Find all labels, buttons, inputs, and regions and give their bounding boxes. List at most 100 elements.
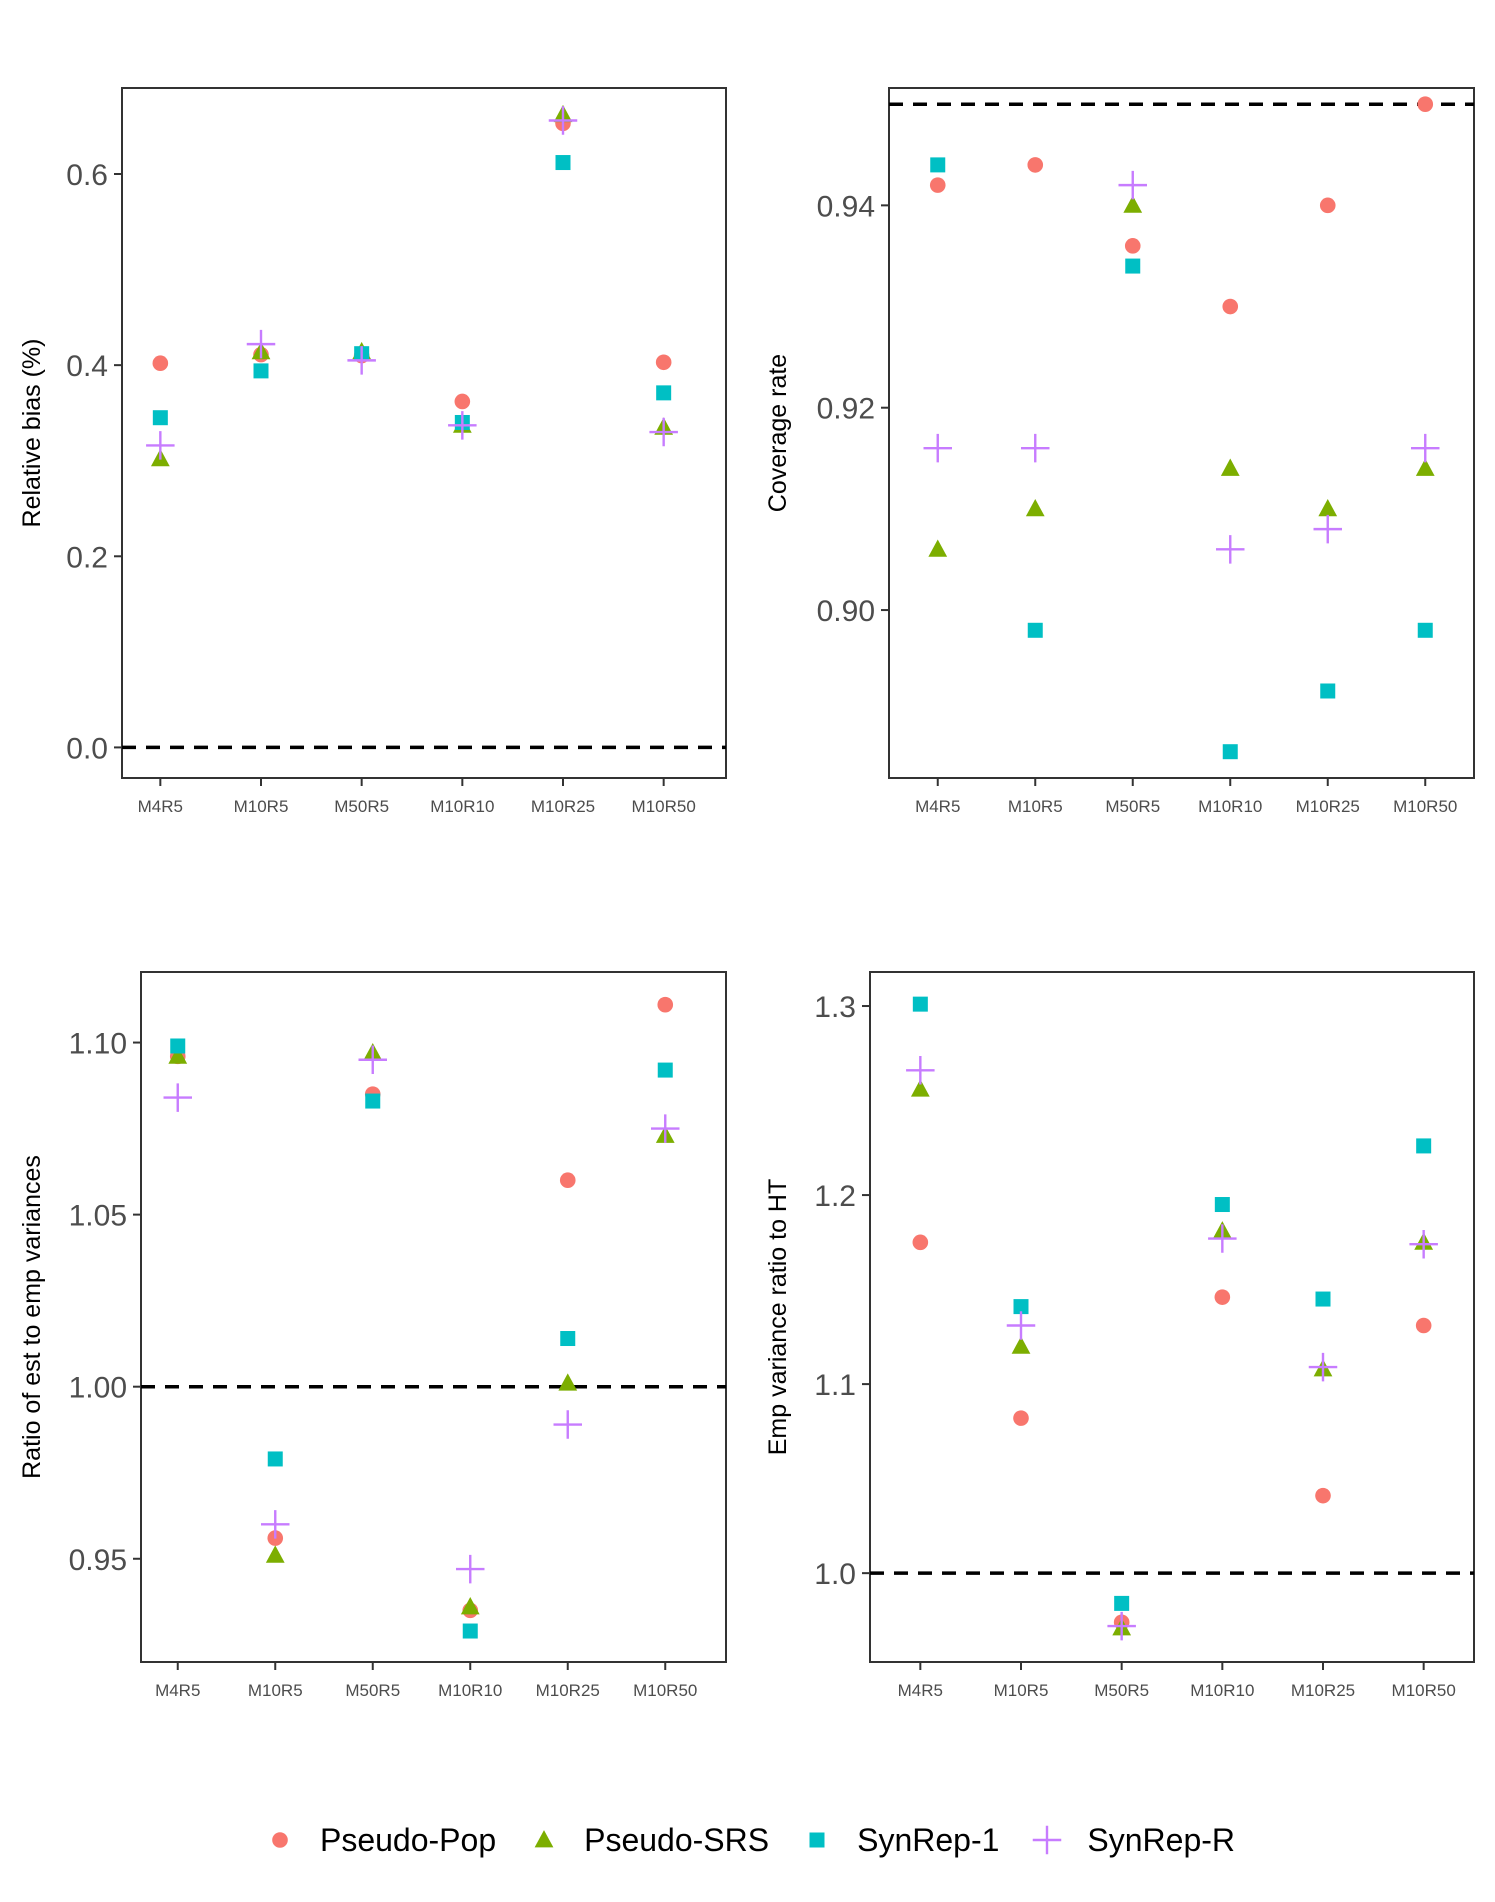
legend-marker-synrep-r	[1033, 1825, 1062, 1855]
y-tick-label: 0.0	[66, 732, 108, 765]
legend: Pseudo-Pop Pseudo-SRS SynRep-1 SynRep-R	[0, 1808, 1495, 1872]
y-tick-label: 0.90	[817, 595, 875, 628]
point-pseudo-pop-m10r50	[1417, 96, 1434, 112]
point-synrep-1-m50r5	[1114, 1595, 1130, 1611]
legend-item-pseudo-srs: Pseudo-SRS	[524, 1820, 769, 1860]
point-synrep-r-m10r50	[1411, 433, 1440, 463]
y-axis-title: Ratio of est to emp variances	[18, 1155, 46, 1479]
x-tick-label-m10r10: M10R10	[430, 797, 494, 816]
point-synrep-1-m10r5	[1013, 1299, 1029, 1315]
point-synrep-1-m4r5	[930, 157, 946, 173]
legend-item-pseudo-pop: Pseudo-Pop	[260, 1820, 496, 1860]
point-synrep-1-m10r10	[1214, 1197, 1230, 1213]
y-tick-label: 1.3	[814, 991, 856, 1024]
point-pseudo-srs-m10r5	[1011, 1336, 1031, 1354]
point-synrep-r-m50r5	[1118, 170, 1147, 200]
point-pseudo-pop-m10r50	[655, 354, 672, 371]
point-synrep-r-m4r5	[163, 1083, 192, 1112]
figure: 0.0 0.2 0.4 0.6 M4R5 M10R5 M50R5 M10R10 M10R25 M1…	[18, 87, 1475, 1700]
legend-marker-pseudo-srs	[534, 1830, 554, 1848]
point-synrep-r-m10r25	[1308, 1352, 1338, 1382]
point-synrep-1-m4r5	[152, 410, 168, 426]
x-tick-label-m10r25: M10R25	[536, 1681, 600, 1700]
y-tick-label: 1.00	[69, 1372, 127, 1405]
y-axis-title: Emp variance ratio to HT	[764, 1179, 792, 1456]
plot-border	[121, 87, 727, 779]
point-pseudo-pop-m10r10	[1214, 1289, 1231, 1305]
point-synrep-r-m10r10	[1216, 535, 1245, 564]
x-tick-label-m10r5: M10R5	[1008, 797, 1063, 816]
y-tick-label: 1.05	[69, 1200, 127, 1233]
point-pseudo-srs-m10r5	[1025, 498, 1045, 517]
x-tick-label-m50r5: M50R5	[334, 797, 389, 816]
point-synrep-1-m4r5	[912, 996, 928, 1012]
point-pseudo-srs-m4r5	[910, 1079, 930, 1097]
x-tick-label-m10r5: M10R5	[994, 1681, 1049, 1700]
legend-item-synrep-r: SynRep-R	[1027, 1820, 1235, 1860]
x-tick-label-m10r25: M10R25	[531, 797, 595, 816]
y-axis-title: Relative bias (%)	[18, 339, 46, 528]
y-tick-label: 0.4	[66, 350, 108, 383]
point-synrep-1-m50r5	[1125, 258, 1141, 274]
point-pseudo-srs-m4r5	[168, 1046, 188, 1064]
point-synrep-1-m10r50	[1416, 1138, 1432, 1154]
point-pseudo-srs-m10r25	[1318, 498, 1338, 517]
point-pseudo-pop-m10r25	[1319, 197, 1336, 214]
y-tick-label: 1.0	[814, 1558, 856, 1591]
legend-marker-pseudo-pop	[272, 1832, 288, 1848]
point-synrep-1-m10r50	[656, 385, 672, 401]
x-tick-label-m50r5: M50R5	[1094, 1681, 1149, 1700]
point-pseudo-pop-m4r5	[152, 355, 169, 372]
point-synrep-1-m4r5	[170, 1038, 186, 1054]
point-synrep-r-m10r10	[448, 411, 477, 440]
point-pseudo-srs-m4r5	[928, 539, 948, 557]
panel-relative-bias: 0.0 0.2 0.4 0.6 M4R5 M10R5 M50R5 M10R10 M10R25 M1…	[18, 87, 727, 816]
x-tick-label-m50r5: M50R5	[1105, 797, 1160, 816]
legend-key-triangle	[534, 1830, 554, 1848]
legend-label: SynRep-1	[857, 1821, 1000, 1858]
point-synrep-1-m10r5	[267, 1451, 283, 1467]
legend-key-plus	[1033, 1825, 1062, 1855]
point-pseudo-pop-m4r5	[929, 177, 946, 193]
point-synrep-r-m50r5	[358, 1045, 387, 1075]
legend-label: SynRep-R	[1087, 1821, 1235, 1858]
point-synrep-r-m10r25	[548, 106, 578, 135]
point-synrep-1-m10r5	[253, 363, 269, 379]
x-tick-label-m4r5: M4R5	[138, 797, 183, 816]
point-synrep-r-m4r5	[906, 1056, 935, 1085]
plot-border	[140, 971, 727, 1663]
legend-item-synrep-1: SynRep-1	[797, 1820, 999, 1860]
point-pseudo-pop-m10r50	[1415, 1317, 1432, 1334]
y-tick-label: 0.95	[69, 1544, 127, 1577]
point-synrep-1-m10r5	[1027, 622, 1043, 638]
point-synrep-1-m10r10	[462, 1623, 478, 1639]
x-tick-label-m10r25: M10R25	[1291, 1681, 1355, 1700]
plot-border	[869, 971, 1475, 1663]
panel-variance-ratio: 0.95 1.00 1.05 1.10 M4R5 M10R5 M50R5 M10R10 M10R…	[18, 971, 727, 1700]
point-synrep-1-m50r5	[365, 1093, 381, 1109]
x-tick-label-m50r5: M50R5	[345, 1681, 400, 1700]
point-synrep-1-m10r50	[657, 1062, 673, 1078]
x-tick-label-m10r25: M10R25	[1296, 797, 1360, 816]
point-synrep-r-m50r5	[1107, 1611, 1136, 1641]
point-synrep-r-m10r10	[456, 1554, 485, 1584]
x-tick-label-m4r5: M4R5	[915, 797, 960, 816]
y-tick-label: 1.2	[814, 1180, 856, 1213]
x-tick-label-m10r50: M10R50	[632, 797, 696, 816]
x-tick-label-m10r10: M10R10	[438, 1681, 502, 1700]
x-tick-label-m10r50: M10R50	[1392, 1681, 1456, 1700]
x-tick-label-m10r10: M10R10	[1190, 1681, 1254, 1700]
panel-emp-variance-ratio: 1.0 1.1 1.2 1.3 M4R5 M10R5 M50R5 M10R10 M10R25 M1…	[764, 971, 1475, 1700]
point-synrep-1-m10r25	[1315, 1291, 1331, 1307]
point-synrep-r-m10r25	[1313, 514, 1342, 544]
point-pseudo-pop-m10r50	[657, 996, 674, 1013]
point-synrep-1-m10r50	[1417, 622, 1433, 638]
x-tick-label-m4r5: M4R5	[155, 1681, 200, 1700]
plot-border	[888, 87, 1475, 779]
x-tick-label-m4r5: M4R5	[898, 1681, 943, 1700]
legend-marker-synrep-1	[809, 1832, 825, 1848]
point-synrep-r-m10r5	[1006, 1311, 1036, 1340]
x-tick-label-m10r50: M10R50	[1393, 797, 1457, 816]
legend-key-square	[809, 1832, 825, 1848]
point-synrep-r-m50r5	[347, 346, 376, 375]
